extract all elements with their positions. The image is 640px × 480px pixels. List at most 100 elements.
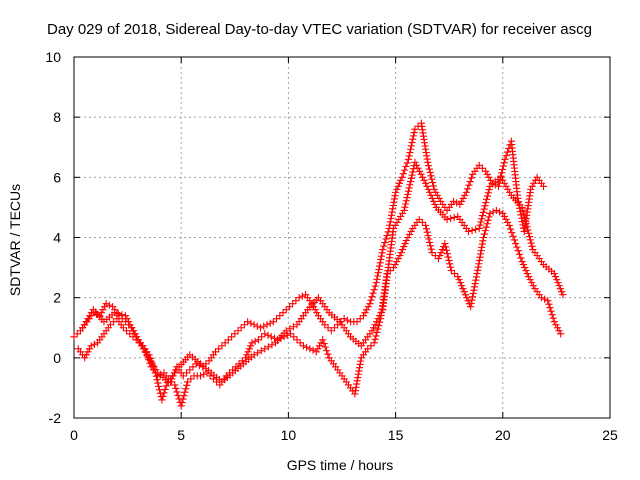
data-point-interpolated — [247, 342, 255, 350]
data-point-interpolated — [377, 309, 385, 317]
data-point-interpolated — [428, 194, 436, 202]
data-point-interpolated — [429, 182, 437, 190]
data-point — [512, 239, 520, 248]
data-point-interpolated — [472, 276, 480, 284]
data-point-interpolated — [260, 322, 268, 330]
data-point-interpolated — [513, 243, 521, 251]
data-point-interpolated — [412, 161, 421, 169]
data-point — [499, 209, 507, 218]
data-point — [527, 185, 535, 193]
data-point — [319, 336, 327, 344]
data-point-interpolated — [374, 325, 382, 333]
data-point-interpolated — [159, 392, 167, 401]
data-point-interpolated — [234, 327, 242, 335]
data-point-interpolated — [525, 229, 533, 237]
data-point — [359, 312, 368, 320]
data-point-interpolated — [432, 188, 440, 196]
data-point-interpolated — [522, 266, 530, 275]
data-point-interpolated — [200, 370, 208, 378]
y-tick-label: 2 — [53, 290, 61, 306]
data-point — [286, 330, 295, 338]
data-point-interpolated — [485, 213, 493, 221]
data-point — [501, 155, 509, 163]
data-point — [428, 248, 436, 257]
data-point-interpolated — [410, 128, 418, 137]
data-point-interpolated — [498, 176, 507, 184]
data-point-interpolated — [459, 194, 467, 202]
data-point-interpolated — [402, 200, 410, 208]
data-point-interpolated — [253, 322, 261, 330]
data-point — [102, 300, 110, 308]
data-point — [524, 273, 533, 281]
data-point-interpolated — [483, 170, 491, 178]
data-point-interpolated — [514, 247, 522, 255]
data-point-interpolated — [520, 210, 528, 218]
data-point-interpolated — [296, 339, 304, 347]
x-tick-label: 0 — [70, 427, 78, 443]
data-point-interpolated — [152, 372, 160, 380]
data-point-interpolated — [461, 191, 469, 199]
data-point-interpolated — [526, 236, 534, 244]
data-point-interpolated — [172, 384, 180, 393]
data-point — [389, 224, 398, 233]
data-point-interpolated — [549, 314, 557, 322]
data-point-interpolated — [180, 392, 188, 400]
data-point-interpolated — [530, 179, 538, 187]
data-point-interpolated — [149, 362, 157, 370]
data-point-interpolated — [377, 252, 386, 260]
data-point-interpolated — [404, 187, 413, 195]
data-point — [119, 324, 127, 332]
data-point — [482, 167, 490, 175]
data-point-interpolated — [405, 230, 414, 239]
data-point-interpolated — [409, 168, 417, 176]
data-point-interpolated — [160, 389, 168, 397]
data-point-interpolated — [367, 296, 375, 304]
data-point — [557, 330, 565, 338]
data-point-interpolated — [479, 208, 487, 216]
data-point-interpolated — [146, 357, 155, 365]
data-point-interpolated — [523, 223, 531, 231]
data-point-interpolated — [372, 332, 380, 340]
data-point-interpolated — [240, 321, 249, 329]
data-point-interpolated — [447, 214, 455, 223]
data-point-interpolated — [504, 185, 512, 193]
data-point-interpolated — [354, 373, 362, 382]
data-point-interpolated — [273, 315, 281, 323]
data-point-interpolated — [373, 318, 381, 326]
data-point-interpolated — [161, 385, 169, 394]
data-point — [351, 390, 359, 398]
data-point-interpolated — [374, 315, 382, 323]
data-point — [327, 327, 335, 335]
data-point — [132, 333, 140, 341]
data-point — [282, 306, 290, 314]
data-point — [464, 227, 473, 236]
data-point-interpolated — [480, 230, 489, 238]
data-point — [415, 215, 423, 224]
data-point-interpolated — [551, 273, 560, 281]
data-point — [475, 161, 483, 169]
data-point-interpolated — [459, 285, 467, 293]
data-point-interpolated — [227, 333, 236, 341]
data-point-interpolated — [97, 309, 105, 317]
data-point-interpolated — [545, 300, 553, 308]
data-point-interpolated — [489, 208, 497, 216]
data-point-interpolated — [368, 293, 376, 301]
data-point-interpolated — [476, 250, 485, 258]
data-point — [263, 321, 271, 329]
data-point-interpolated — [427, 172, 435, 180]
data-point — [497, 173, 505, 181]
data-point-interpolated — [313, 309, 321, 317]
data-point — [398, 173, 406, 181]
data-point — [364, 345, 372, 353]
data-point-interpolated — [417, 170, 425, 178]
data-point — [392, 188, 400, 196]
y-axis-label: SDTVAR / TECUs — [7, 184, 23, 296]
data-point-interpolated — [442, 243, 450, 251]
data-point-interpolated — [397, 248, 405, 257]
data-point-interpolated — [391, 192, 399, 200]
grid-lines — [74, 57, 610, 418]
data-point-interpolated — [405, 152, 413, 160]
data-point — [404, 155, 413, 163]
data-point-interpolated — [129, 327, 137, 335]
data-point-interpolated — [470, 283, 479, 291]
